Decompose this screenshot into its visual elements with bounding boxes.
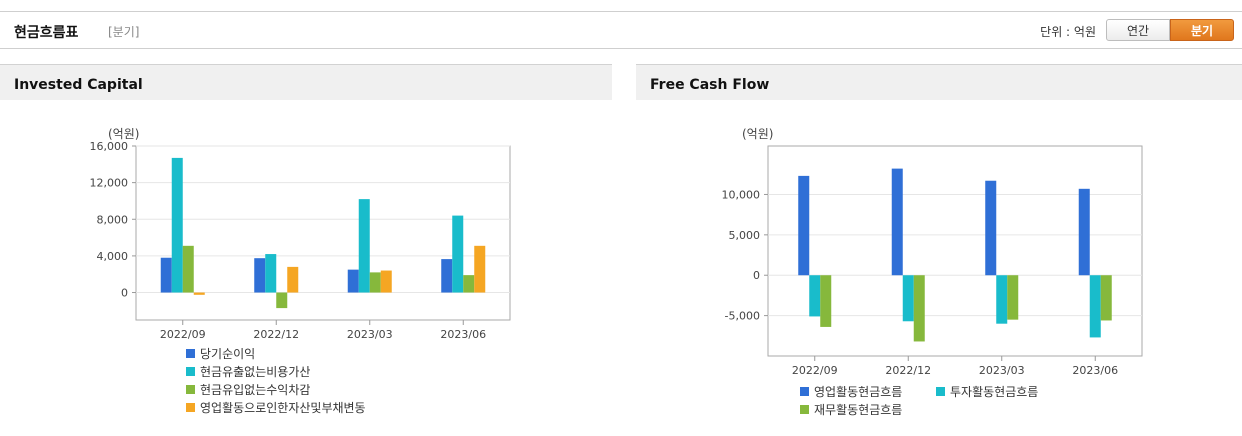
legend-swatch [186,385,195,394]
bar [347,269,359,293]
legend-label: 현금유입없는수익차감 [200,383,310,397]
x-tick-label: 2023/03 [347,328,393,341]
bar [798,175,810,276]
bar [441,259,453,293]
legend-swatch [186,349,195,358]
legend-label: 당기순이익 [200,347,255,361]
invested-capital-chart: (억원) 0 4,000 8,000 12,000 16,000 2022/09 2022/1… [90,127,511,415]
x-tick-label: 2022/12 [885,364,931,377]
y-tick-label: 16,000 [90,140,129,153]
bar [193,292,205,295]
bar [809,275,821,317]
annual-button[interactable]: 연간 [1106,19,1170,41]
bar [287,266,299,293]
legend-swatch [936,387,945,396]
bar [452,215,464,293]
y-tick-label: 8,000 [97,213,129,226]
y-unit-label: (억원) [108,127,139,141]
x-tick-label: 2022/09 [792,364,838,377]
legend-label: 영업활동현금흐름 [814,385,902,399]
free-cash-flow-title: Free Cash Flow [650,77,770,93]
bar [160,257,172,293]
legend-swatch [186,367,195,376]
bar [1100,275,1112,321]
y-tick-label: 4,000 [97,250,129,263]
bar [265,254,277,293]
bar [182,245,194,293]
bar [380,270,392,293]
legend-label: 투자활동현금흐름 [950,385,1038,399]
legend-swatch [800,387,809,396]
legend-label: 현금유출없는비용가산 [200,365,310,379]
y-tick-label: 5,000 [729,229,761,242]
page-title: 현금흐름표 [14,25,79,41]
y-unit-label: (억원) [742,127,773,141]
legend-swatch [186,403,195,412]
x-tick-label: 2022/12 [253,328,299,341]
y-tick-label: 12,000 [90,177,129,190]
x-tick-label: 2023/06 [1072,364,1118,377]
bar [369,272,381,293]
y-tick-label: 0 [753,269,760,282]
legend-swatch [800,405,809,414]
y-tick-label: 10,000 [722,188,761,201]
invested-capital-header: Invested Capital [0,64,612,100]
header-bar: 현금흐름표 [분기] 단위 : 억원 연간 분기 [0,11,1242,49]
bar [820,275,832,327]
bar [902,275,914,322]
bar [996,275,1008,324]
period-tag: [분기] [108,25,140,39]
y-tick-label: -5,000 [725,310,760,323]
quarter-button[interactable]: 분기 [1170,19,1234,41]
bar [254,258,266,293]
free-cash-flow-chart: (억원) -5,000 0 5,000 10,000 2022/09 2022/12 2023… [722,127,1143,417]
y-tick-label: 0 [121,287,128,300]
bar [171,157,183,293]
bar [1007,275,1019,320]
x-tick-label: 2022/09 [160,328,206,341]
bar [474,245,486,293]
bar [985,180,997,276]
x-tick-label: 2023/06 [440,328,486,341]
bar [913,275,925,342]
legend-label: 재무활동현금흐름 [814,403,902,417]
x-tick-label: 2023/03 [979,364,1025,377]
invested-capital-title: Invested Capital [14,77,143,93]
unit-label: 단위 : 억원 [1040,25,1096,39]
bar [1078,188,1090,276]
bar [358,199,370,293]
bar [891,168,903,276]
free-cash-flow-header: Free Cash Flow [636,64,1242,100]
bar [463,275,475,293]
legend-label: 영업활동으로인한자산및부채변동 [200,401,366,415]
bar [276,292,288,309]
bar [1089,275,1101,338]
